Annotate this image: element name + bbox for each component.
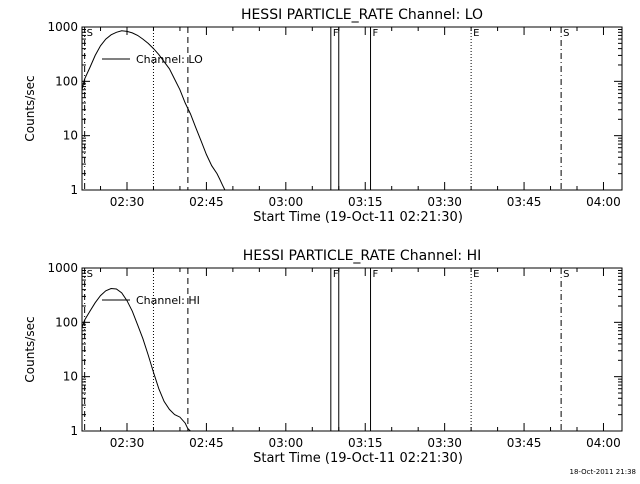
- x-axis-label: Start Time (19-Oct-11 02:21:30): [253, 210, 463, 225]
- y-tick-label-2: 100: [55, 74, 78, 88]
- series-line-0: [81, 30, 226, 191]
- marker-label-3: F: [333, 269, 339, 280]
- series-line-0: [81, 287, 191, 432]
- x-tick-label-5: 03:45: [507, 195, 542, 209]
- chart-title: HESSI PARTICLE_RATE Channel: LO: [241, 7, 483, 23]
- y-tick-label-3: 1000: [47, 261, 78, 275]
- chart-title: HESSI PARTICLE_RATE Channel: HI: [243, 248, 481, 264]
- plot-frame: [81, 26, 623, 191]
- marker-label-5: F: [373, 269, 379, 280]
- x-tick-label-6: 04:00: [586, 436, 621, 450]
- marker-label-7: S: [563, 269, 569, 280]
- legend-entry: Channel: HI: [136, 294, 200, 307]
- x-tick-label-1: 02:45: [189, 195, 224, 209]
- footer-timestamp: 18-Oct-2011 21:38: [569, 468, 636, 476]
- x-tick-label-2: 03:00: [269, 195, 304, 209]
- x-tick-label-5: 03:45: [507, 436, 542, 450]
- legend-entry: Channel: LO: [136, 53, 203, 66]
- plot-frame: [81, 267, 623, 432]
- x-tick-label-3: 03:15: [348, 195, 383, 209]
- marker-label-0: S: [87, 28, 93, 39]
- chart-panel-0: S F F E S 02:30 02:45 03:00 03:15 03:30 03:45 04:00…: [23, 7, 623, 225]
- marker-label-0: S: [87, 269, 93, 280]
- y-tick-label-1: 10: [63, 129, 78, 143]
- marker-label-3: F: [333, 28, 339, 39]
- x-tick-label-2: 03:00: [269, 436, 304, 450]
- x-tick-label-0: 02:30: [110, 195, 145, 209]
- x-tick-label-4: 03:30: [427, 195, 462, 209]
- x-tick-label-3: 03:15: [348, 436, 383, 450]
- x-tick-label-0: 02:30: [110, 436, 145, 450]
- chart-panel-1: S F F E S 02:30 02:45 03:00 03:15 03:30 03:45 04:00…: [23, 248, 623, 466]
- x-axis-label: Start Time (19-Oct-11 02:21:30): [253, 451, 463, 466]
- marker-label-5: F: [373, 28, 379, 39]
- y-tick-label-3: 1000: [47, 20, 78, 34]
- x-tick-label-1: 02:45: [189, 436, 224, 450]
- marker-label-6: E: [473, 269, 479, 280]
- y-tick-label-0: 1: [70, 183, 78, 197]
- y-tick-label-2: 100: [55, 315, 78, 329]
- x-tick-label-4: 03:30: [427, 436, 462, 450]
- y-tick-label-0: 1: [70, 424, 78, 438]
- marker-label-7: S: [563, 28, 569, 39]
- y-tick-label-1: 10: [63, 370, 78, 384]
- y-axis-label: Counts/sec: [23, 75, 37, 141]
- marker-label-6: E: [473, 28, 479, 39]
- x-tick-label-6: 04:00: [586, 195, 621, 209]
- y-axis-label: Counts/sec: [23, 316, 37, 382]
